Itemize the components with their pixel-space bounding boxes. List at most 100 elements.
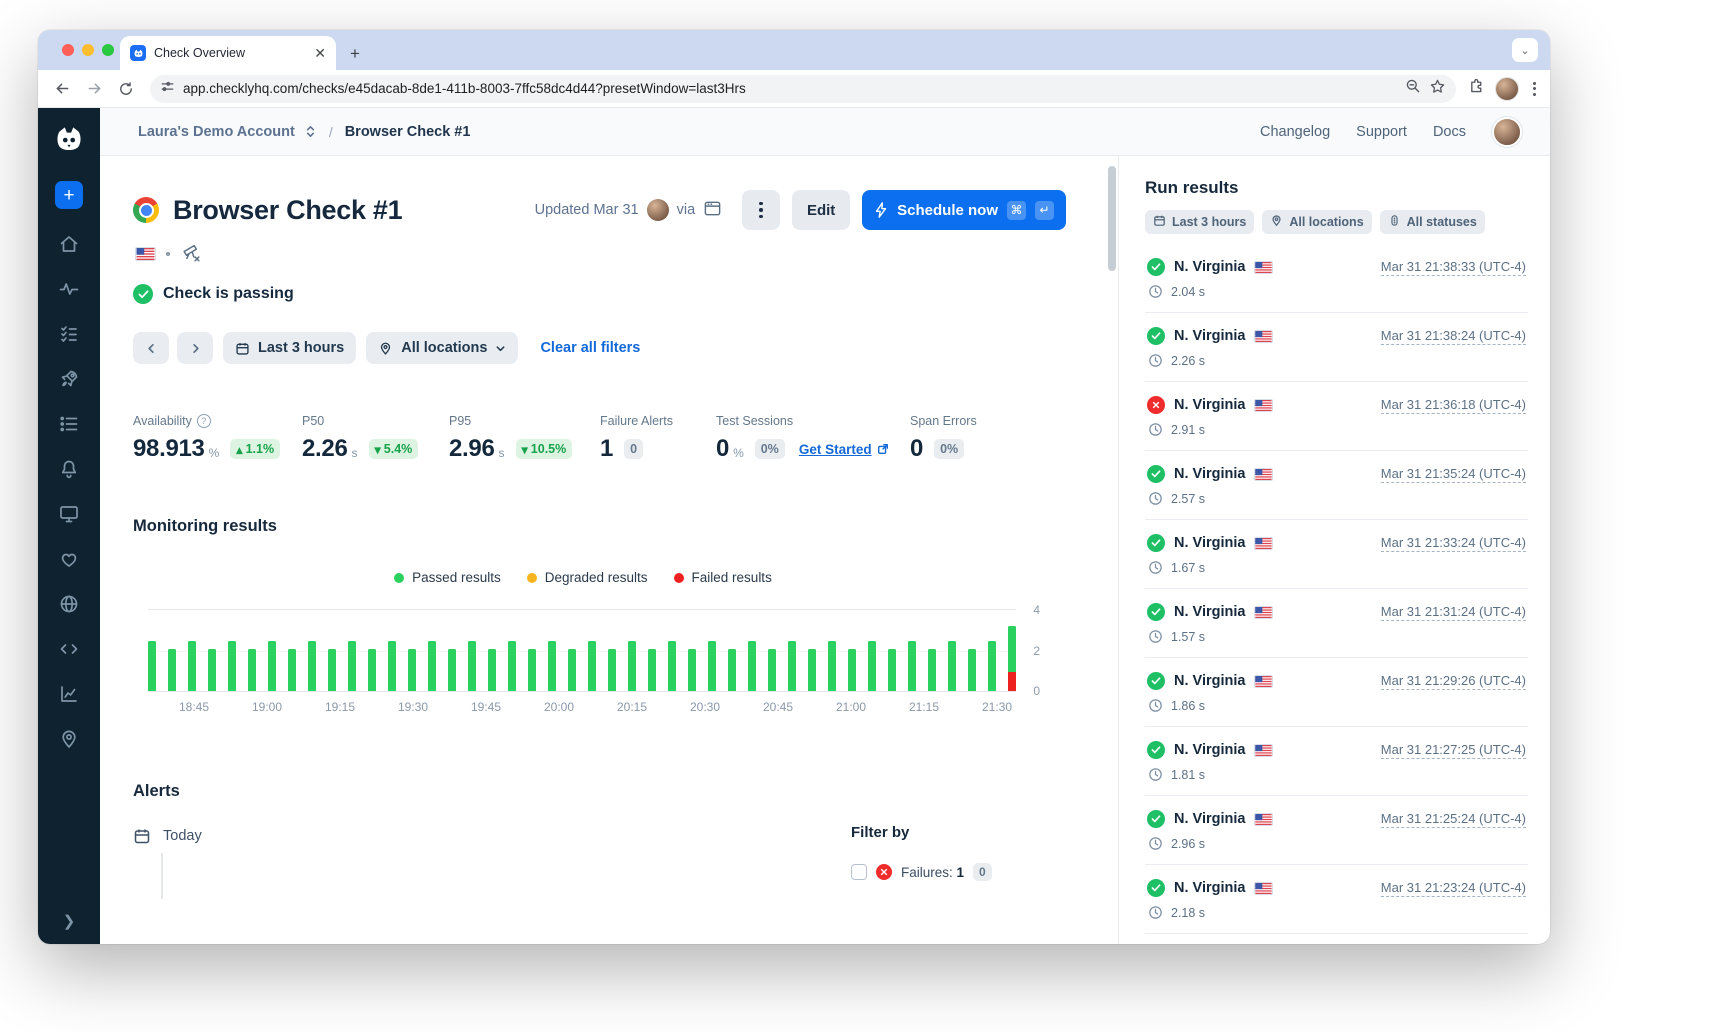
bookmark-star-icon[interactable] [1429,78,1446,100]
chart-bar[interactable] [288,649,296,691]
run-result-row[interactable]: N. VirginiaMar 31 21:31:24 (UTC-4)1.57 s [1145,589,1528,658]
chart-bar[interactable] [808,649,816,691]
scrollbar-thumb[interactable] [1108,166,1116,271]
dashboard-icon[interactable] [58,503,80,525]
globe-icon[interactable] [58,593,80,615]
minimize-window-button[interactable] [82,44,94,56]
heart-icon[interactable] [58,548,80,570]
queue-icon[interactable] [58,413,80,435]
activity-icon[interactable] [58,278,80,300]
next-range-button[interactable] [177,332,213,364]
browser-menu-icon[interactable] [1529,78,1540,100]
chart-bar[interactable] [648,649,656,691]
run-results-chip-all-statuses[interactable]: All statuses [1380,210,1485,234]
nav-link-docs[interactable]: Docs [1433,124,1466,140]
chart-bar[interactable] [188,641,196,691]
run-result-row[interactable]: N. VirginiaMar 31 21:23:24 (UTC-4)2.18 s [1145,865,1528,934]
forward-button[interactable] [80,75,108,103]
run-timestamp-link[interactable]: Mar 31 21:38:33 (UTC-4) [1381,259,1526,276]
chart-bar[interactable] [328,649,336,691]
run-result-row[interactable]: N. VirginiaMar 31 21:38:33 (UTC-4)2.04 s [1145,244,1528,313]
chart-bar[interactable] [928,649,936,691]
chart-bar[interactable] [1008,626,1016,691]
chart-bar[interactable] [968,649,976,691]
schedule-now-button[interactable]: Schedule now ⌘ ↵ [862,190,1066,230]
address-bar[interactable]: app.checklyhq.com/checks/e45dacab-8de1-4… [150,75,1456,103]
create-new-button[interactable]: + [55,181,83,209]
map-pin-icon[interactable] [58,728,80,750]
account-switcher-icon[interactable] [304,124,317,139]
run-timestamp-link[interactable]: Mar 31 21:27:25 (UTC-4) [1381,742,1526,759]
chart-bar[interactable] [788,641,796,691]
chart-bar[interactable] [388,641,396,691]
nav-link-support[interactable]: Support [1356,124,1407,140]
run-results-chip-last-3-hours[interactable]: Last 3 hours [1145,210,1254,234]
tab-search-chevron-icon[interactable]: ⌄ [1512,38,1538,62]
chart-bar[interactable] [748,641,756,691]
chart-icon[interactable] [58,683,80,705]
run-timestamp-link[interactable]: Mar 31 21:36:18 (UTC-4) [1381,397,1526,414]
maximize-window-button[interactable] [102,44,114,56]
chart-bar[interactable] [768,649,776,691]
run-timestamp-link[interactable]: Mar 31 21:33:24 (UTC-4) [1381,535,1526,552]
chart-bar[interactable] [828,641,836,691]
run-timestamp-link[interactable]: Mar 31 21:31:24 (UTC-4) [1381,604,1526,621]
url-text[interactable]: app.checklyhq.com/checks/e45dacab-8de1-4… [183,81,1397,96]
chart-bar[interactable] [728,649,736,691]
run-result-row[interactable]: N. VirginiaMar 31 21:36:18 (UTC-4)2.91 s [1145,382,1528,451]
run-timestamp-link[interactable]: Mar 31 21:38:24 (UTC-4) [1381,328,1526,345]
chart-bar[interactable] [308,641,316,691]
site-settings-icon[interactable] [160,79,175,99]
chart-bar[interactable] [948,641,956,691]
more-actions-button[interactable] [742,190,780,230]
chart-bar[interactable] [208,649,216,691]
breadcrumb-account[interactable]: Laura's Demo Account [138,124,295,140]
chart-bar[interactable] [148,641,156,691]
updated-by-avatar[interactable] [647,199,669,221]
chart-bar[interactable] [848,649,856,691]
chart-bar[interactable] [228,641,236,691]
tab-close-icon[interactable]: ✕ [314,46,326,60]
chart-bar[interactable] [888,649,896,691]
chart-bar[interactable] [448,649,456,691]
chart-bar[interactable] [988,641,996,691]
nav-link-changelog[interactable]: Changelog [1260,124,1330,140]
run-result-row[interactable]: N. VirginiaMar 31 21:33:24 (UTC-4)1.67 s [1145,520,1528,589]
extensions-icon[interactable] [1468,78,1485,100]
chart-bar[interactable] [248,649,256,691]
chart-bar[interactable] [528,649,536,691]
previous-range-button[interactable] [133,332,169,364]
chart-bar[interactable] [468,641,476,691]
chart-bar[interactable] [368,649,376,691]
clear-filters-link[interactable]: Clear all filters [540,340,640,356]
info-icon[interactable]: ? [197,414,211,428]
back-button[interactable] [48,75,76,103]
chart-bar[interactable] [548,641,556,691]
rocket-icon[interactable] [58,368,80,390]
checkly-logo[interactable] [52,122,86,161]
new-tab-button[interactable]: + [350,45,360,62]
chart-bar[interactable] [488,649,496,691]
chart-bar[interactable] [568,649,576,691]
expand-sidebar-icon[interactable]: ❯ [63,912,76,930]
close-window-button[interactable] [62,44,74,56]
chart-bar[interactable] [428,641,436,691]
run-result-row[interactable]: N. VirginiaMar 31 21:29:26 (UTC-4)1.86 s [1145,658,1528,727]
browser-profile-avatar[interactable] [1495,77,1519,101]
chart-bar[interactable] [408,649,416,691]
chart-bar[interactable] [628,641,636,691]
chart-bar[interactable] [708,641,716,691]
run-result-row[interactable]: N. VirginiaMar 31 21:38:24 (UTC-4)2.26 s [1145,313,1528,382]
run-timestamp-link[interactable]: Mar 31 21:25:24 (UTC-4) [1381,811,1526,828]
run-result-row[interactable]: N. VirginiaMar 31 21:27:25 (UTC-4)1.81 s [1145,727,1528,796]
main-scrollbar[interactable] [1106,156,1118,944]
browser-tab[interactable]: Check Overview ✕ [120,36,336,70]
run-result-row[interactable]: N. VirginiaMar 31 21:35:24 (UTC-4)2.57 s [1145,451,1528,520]
reload-button[interactable] [112,75,140,103]
chart-bar[interactable] [608,649,616,691]
edit-button[interactable]: Edit [792,190,850,230]
get-started-link[interactable]: Get Started [799,442,889,457]
chart-bar[interactable] [168,649,176,691]
chart-bar[interactable] [668,641,676,691]
chart-bar[interactable] [868,641,876,691]
